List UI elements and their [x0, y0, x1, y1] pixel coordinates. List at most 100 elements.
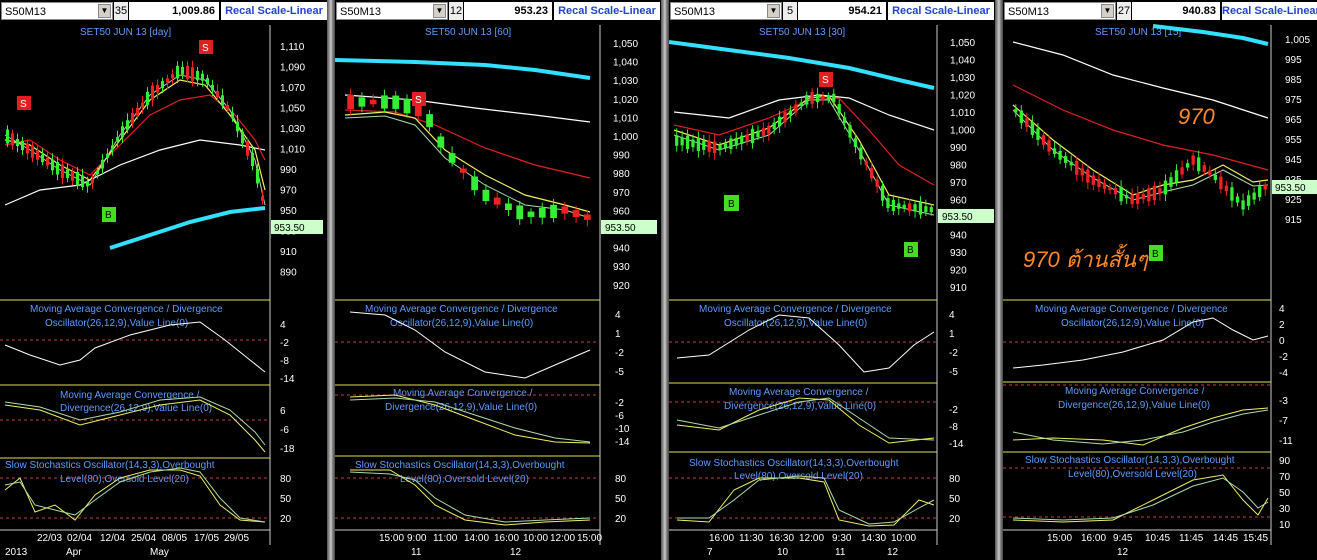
- symbol-select[interactable]: S50M13 ▼: [336, 2, 448, 20]
- candle-body: [121, 126, 124, 138]
- buy-signal-label: B: [105, 210, 112, 221]
- candle-body: [583, 214, 591, 220]
- recal-scale-button[interactable]: Recal Scale-Linear: [554, 2, 660, 20]
- chart-canvas[interactable]: SET50 JUN 13 [60] 1,0501,0401,0301,0201,…: [335, 0, 661, 560]
- sell-signal-marker: [199, 40, 213, 54]
- candle-body: [26, 143, 29, 154]
- sell-signal-label: S: [202, 43, 209, 54]
- candle-body: [778, 116, 782, 127]
- svg-text:90: 90: [1279, 456, 1291, 467]
- svg-text:-5: -5: [615, 367, 624, 378]
- last-price-value: 953.50: [605, 223, 636, 234]
- svg-text:15:00: 15:00: [379, 533, 404, 544]
- chart-canvas[interactable]: SET50 JUN 13 [30] 1,0501,0401,0301,0201,…: [669, 0, 995, 560]
- chevron-down-icon[interactable]: ▼: [433, 4, 446, 18]
- chart-title: SET50 JUN 13 [15]: [1095, 27, 1181, 38]
- candle-body: [131, 112, 134, 124]
- svg-text:-2: -2: [615, 348, 624, 359]
- price-tick-label: 1,030: [950, 73, 975, 84]
- recal-scale-button[interactable]: Recal Scale-Linear: [221, 2, 327, 20]
- candle-body: [891, 199, 895, 212]
- svg-text:15:00: 15:00: [577, 533, 602, 544]
- svg-text:50: 50: [949, 494, 961, 505]
- price-tick-label: 1,050: [950, 38, 975, 49]
- svg-text:1: 1: [615, 329, 621, 340]
- chart-canvas[interactable]: SET50 JUN 13 [day] 1,1101,0901,0701,0501…: [0, 0, 327, 560]
- macd1-title-line1: Moving Average Convergence / Divergence: [699, 304, 892, 315]
- candle-body: [1041, 135, 1046, 145]
- candle-body: [1246, 195, 1251, 206]
- price-tick-label: 960: [613, 206, 630, 217]
- candle-body: [392, 95, 400, 109]
- candle-body: [437, 136, 445, 148]
- recal-scale-button[interactable]: Recal Scale-Linear: [1222, 2, 1317, 20]
- svg-text:11: 11: [411, 547, 422, 558]
- svg-text:-2: -2: [280, 338, 289, 349]
- chart-canvas[interactable]: SET50 JUN 13 [15] 1,005 995 985 975 965 955 94…: [1003, 0, 1317, 560]
- svg-text:Apr: Apr: [66, 547, 82, 558]
- candle-body: [859, 147, 863, 160]
- candle-body: [853, 138, 858, 148]
- price-tick-label: 990: [950, 143, 967, 154]
- price-tick-label: 980: [613, 169, 630, 180]
- svg-text:12: 12: [510, 547, 522, 558]
- pane-splitter[interactable]: [327, 0, 335, 560]
- candle-body: [493, 197, 501, 205]
- candle-body: [126, 120, 129, 130]
- svg-text:-14: -14: [949, 439, 964, 450]
- candle-body: [261, 196, 264, 201]
- stoch-title-line1: Slow Stochastics Oscillator(14,3,3),Over…: [5, 460, 215, 471]
- svg-text:29/05: 29/05: [224, 533, 249, 544]
- svg-text:-2: -2: [949, 348, 958, 359]
- svg-text:08/05: 08/05: [162, 533, 187, 544]
- symbol-select[interactable]: S50M13 ▼: [1004, 2, 1116, 20]
- candle-body: [56, 162, 59, 175]
- svg-text:4: 4: [1279, 304, 1285, 315]
- candle-body: [924, 206, 928, 213]
- sell-signal-marker: [17, 96, 31, 110]
- price-tick-label: 1,000: [950, 126, 975, 137]
- pane-splitter[interactable]: [661, 0, 669, 560]
- svg-text:4: 4: [280, 320, 286, 331]
- candle-body: [783, 112, 787, 123]
- candle-body: [805, 95, 809, 105]
- candle-body: [236, 121, 239, 132]
- price-tick-label: 1,040: [950, 56, 975, 67]
- svg-text:16:00: 16:00: [709, 533, 734, 544]
- candle-body: [1213, 174, 1217, 180]
- svg-text:14:00: 14:00: [464, 533, 489, 544]
- candle-body: [1208, 170, 1212, 175]
- stoch-title-line1: Slow Stochastics Oscillator(14,3,3),Over…: [355, 460, 565, 471]
- buy-signal-label: B: [907, 245, 914, 256]
- candle-body: [251, 152, 254, 167]
- price-axis: 1,110 1,090 1,070 1,050 1,030 1,010 990 970 950 9…: [280, 42, 305, 279]
- candle-body: [161, 81, 164, 89]
- candle-body: [1258, 186, 1262, 198]
- candle-body: [745, 134, 749, 142]
- chevron-down-icon[interactable]: ▼: [98, 4, 111, 18]
- pane-splitter[interactable]: [995, 0, 1003, 560]
- symbol-select[interactable]: S50M13 ▼: [670, 2, 782, 20]
- svg-text:9:00: 9:00: [407, 533, 427, 544]
- chevron-down-icon[interactable]: ▼: [767, 4, 780, 18]
- candle-body: [713, 141, 717, 153]
- candle-body: [837, 104, 841, 114]
- price-tick-label: 970: [950, 178, 967, 189]
- candle-body: [216, 91, 219, 97]
- candle-body: [707, 140, 711, 152]
- candle-body: [1047, 140, 1051, 152]
- macd2-title-line2: Divergence(26,12,9),Value Line(0): [724, 401, 876, 412]
- svg-text:-4: -4: [1279, 368, 1288, 379]
- candle-body: [111, 145, 114, 150]
- symbol-value: S50M13: [674, 6, 715, 18]
- symbol-select[interactable]: S50M13 ▼: [1, 2, 113, 20]
- chevron-down-icon[interactable]: ▼: [1101, 4, 1114, 18]
- price-tick-label: 1,030: [613, 76, 638, 87]
- candle-body: [908, 203, 912, 212]
- svg-text:6: 6: [280, 406, 286, 417]
- macd2-title-line1: Moving Average Convergence /: [60, 390, 200, 401]
- buy-signal-marker: [904, 242, 918, 257]
- candle-body: [505, 203, 512, 211]
- recal-scale-button[interactable]: Recal Scale-Linear: [888, 2, 994, 20]
- candle-body: [550, 204, 557, 219]
